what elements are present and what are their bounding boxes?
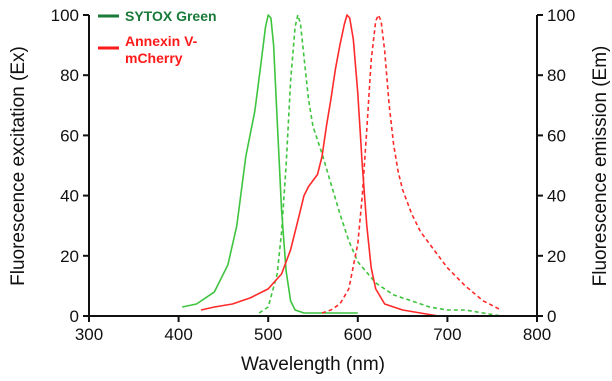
x-tick-label-500: 500 [254, 325, 282, 344]
y-right-tick-label-100: 100 [547, 6, 575, 25]
x-tick-label-400: 400 [164, 325, 192, 344]
legend: SYTOX Green Annexin V- mCherry [98, 8, 217, 66]
x-tick-label-300: 300 [75, 325, 103, 344]
series-line-annexin-v-mcherry-excitation [200, 14, 448, 317]
y-right-tick-label-40: 40 [547, 187, 566, 206]
legend-label-sytox-green: SYTOX Green [125, 8, 217, 24]
y-right-tick-label-60: 60 [547, 126, 566, 145]
y-left-tick-label-100: 100 [51, 6, 79, 25]
series-line-annexin-v-mcherry-emission [321, 14, 502, 314]
x-tick-label-700: 700 [433, 325, 461, 344]
series-line-sytox-green-emission [258, 14, 502, 317]
series-line-sytox-green-excitation [182, 14, 358, 314]
y-left-tick-label-0: 0 [70, 307, 79, 326]
plot-lines [182, 14, 502, 317]
axes [88, 15, 538, 317]
y-right-tick-label-0: 0 [547, 307, 556, 326]
x-axis-title: Wavelength (nm) [241, 354, 385, 375]
legend-label-annexin-line-1: Annexin V- [125, 33, 198, 49]
legend-label-annexin-line-2: mCherry [125, 50, 183, 66]
y-right-tick-label-80: 80 [547, 66, 566, 85]
y-left-tick-label-40: 40 [60, 187, 79, 206]
y-axis-left-title: Fluorescence excitation (Ex) [8, 46, 29, 286]
y-left-tick-label-60: 60 [60, 126, 79, 145]
legend-label-annexin-mcherry: Annexin V- mCherry [125, 33, 201, 66]
y-left-tick-label-80: 80 [60, 66, 79, 85]
x-tick-label-800: 800 [523, 325, 551, 344]
x-tick-label-600: 600 [344, 325, 372, 344]
y-axis-right-title: Fluorescence emission (Em) [590, 46, 611, 287]
y-right-tick-label-20: 20 [547, 247, 566, 266]
y-left-tick-label-20: 20 [60, 247, 79, 266]
